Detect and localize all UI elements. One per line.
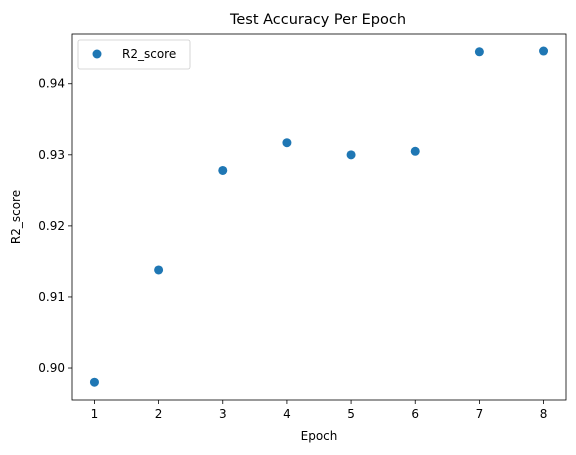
x-tick-label: 7	[476, 407, 484, 421]
data-point	[410, 146, 420, 156]
legend-entry: R2_score	[122, 47, 176, 61]
y-axis-label: R2_score	[9, 190, 23, 244]
x-axis-label: Epoch	[301, 429, 338, 443]
chart-title: Test Accuracy Per Epoch	[229, 12, 406, 28]
y-tick-label: 0.93	[38, 148, 65, 162]
data-point	[282, 138, 292, 148]
legend-marker	[92, 49, 102, 59]
legend-box	[77, 39, 191, 70]
y-axis-ticks: 0.90 0.91 0.92 0.93 0.94	[38, 77, 72, 375]
x-tick-label: 2	[155, 407, 163, 421]
data-point	[218, 165, 228, 175]
x-tick-label: 5	[347, 407, 355, 421]
y-tick-label: 0.90	[38, 361, 65, 375]
y-tick-label: 0.92	[38, 219, 65, 233]
x-tick-label: 3	[219, 407, 227, 421]
x-tick-label: 4	[283, 407, 291, 421]
data-point	[154, 265, 164, 275]
data-point	[89, 377, 99, 387]
y-tick-label: 0.94	[38, 77, 65, 91]
y-tick-label: 0.91	[38, 290, 65, 304]
x-tick-label: 8	[540, 407, 548, 421]
data-point	[539, 46, 549, 56]
data-point	[346, 150, 356, 160]
plot-area	[71, 33, 567, 401]
data-point	[474, 47, 484, 57]
x-tick-label: 1	[91, 407, 99, 421]
x-axis-ticks: 1 2 3 4 5 6 7 8	[91, 400, 548, 421]
x-tick-label: 6	[411, 407, 419, 421]
data-points	[89, 46, 549, 387]
legend: R2_score	[77, 39, 191, 70]
